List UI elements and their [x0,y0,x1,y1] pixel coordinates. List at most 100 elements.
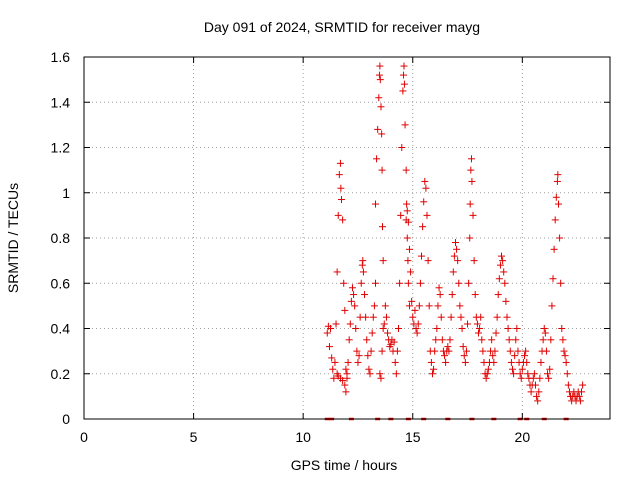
data-point [478,336,486,344]
data-point [434,302,442,310]
data-point [337,184,345,192]
data-point [438,336,446,344]
data-point [421,177,429,185]
data-point [557,279,565,287]
data-point [414,320,422,328]
data-point [551,216,559,224]
data-point [518,365,526,373]
data-point [355,352,363,360]
data-point [547,336,555,344]
data-point [453,245,461,253]
data-point [544,370,552,378]
data-point [531,381,539,389]
data-point [477,313,485,321]
x-tick-label: 20 [515,429,531,445]
data-point [553,177,561,185]
data-point [341,381,349,389]
data-point [339,377,347,385]
data-point [475,329,482,337]
data-point [378,130,386,138]
data-point [398,144,406,151]
data-point [340,279,348,287]
data-point [380,320,388,328]
data-point [435,284,443,292]
data-point [395,325,403,332]
data-point [546,365,554,373]
data-point [564,381,572,389]
data-point [376,62,384,70]
y-tick-label: 1.4 [51,94,71,110]
data-point [575,392,583,400]
data-point [369,313,377,321]
data-point [513,325,521,332]
data-point [554,171,562,179]
data-point [536,374,544,382]
data-point [459,343,467,351]
data-point [467,166,475,174]
data-point [492,329,500,337]
data-point [511,352,519,360]
data-point [353,347,361,355]
data-point [479,347,487,355]
y-axis-label: SRMTID / TECUs [5,183,21,293]
data-point [552,193,560,201]
y-tick-label: 0.2 [51,366,71,382]
data-point [403,200,411,208]
data-point [350,291,358,299]
data-point [400,80,408,88]
data-point [412,325,420,332]
data-point [424,257,432,265]
y-tick-label: 0 [62,411,70,427]
data-point [344,358,352,366]
data-point [352,325,360,332]
data-point [502,297,510,305]
data-point [503,313,511,321]
data-point [339,216,347,224]
y-tick-label: 1 [62,185,70,201]
data-point [534,397,542,405]
data-point [457,313,465,321]
data-point [411,306,419,314]
data-point [328,354,336,362]
data-point [470,257,478,265]
data-point [533,392,541,400]
data-point [436,291,444,299]
data-point [462,347,470,355]
data-point [535,388,543,396]
data-point [376,76,384,84]
data-point [351,302,359,310]
data-point [336,159,344,167]
data-point [362,313,370,321]
data-point [494,291,502,299]
data-point [403,234,411,242]
x-tick-label: 15 [405,429,421,445]
data-point [560,347,568,355]
data-point [563,370,571,378]
data-point [425,302,433,310]
data-point [510,370,518,378]
data-point [378,347,386,355]
data-point [330,374,338,382]
data-point [375,71,383,79]
data-point [407,268,415,276]
data-point [366,370,374,378]
data-point [377,374,385,382]
data-point [365,365,373,373]
data-point [464,320,472,328]
data-point [499,257,507,265]
data-point [467,155,475,163]
data-point [447,313,455,321]
data-point [471,291,479,299]
data-point [530,370,538,378]
plot-frame [83,56,611,420]
data-point [325,343,333,351]
data-point [576,397,584,405]
data-marks [323,62,587,421]
data-point [498,252,506,260]
data-point [373,155,381,163]
data-point [379,257,387,265]
data-point [423,211,431,219]
grid [84,57,610,419]
data-point [368,329,376,337]
data-point [375,94,383,102]
